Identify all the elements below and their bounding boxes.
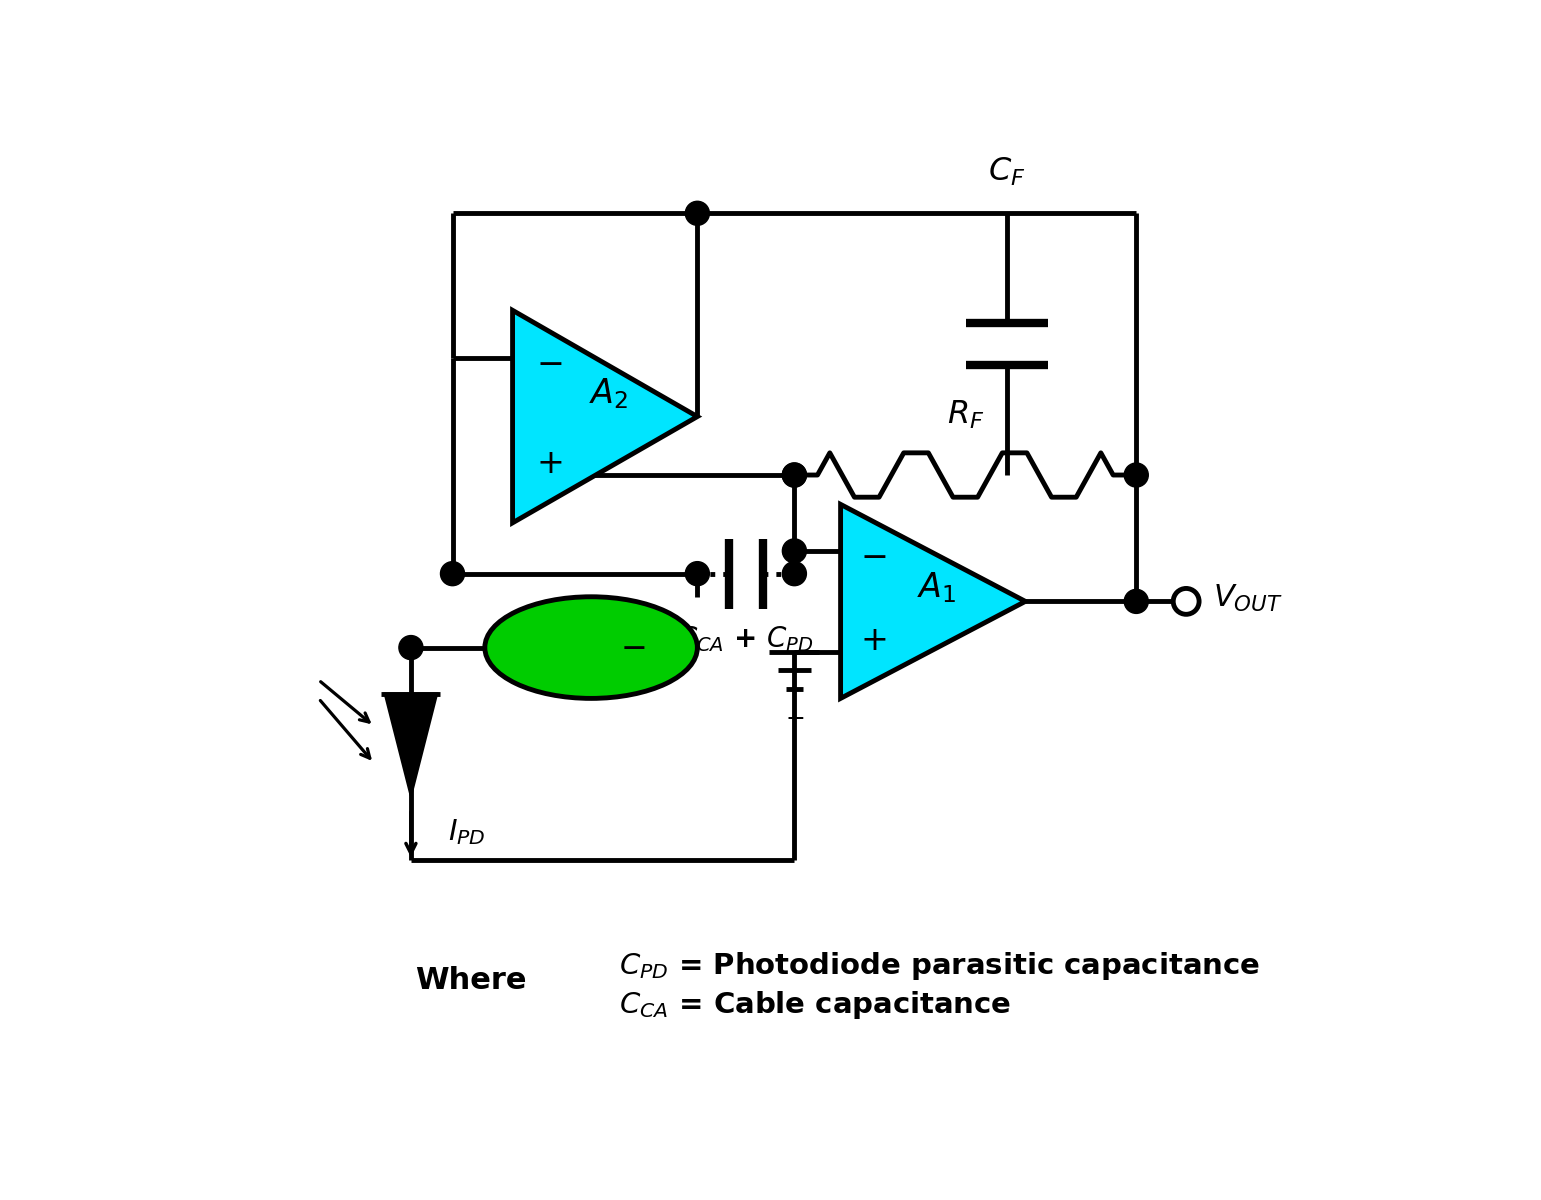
Text: Where: Where xyxy=(416,966,527,995)
Circle shape xyxy=(1173,588,1199,614)
Polygon shape xyxy=(385,694,436,796)
Circle shape xyxy=(783,463,806,487)
Text: $-$: $-$ xyxy=(860,539,886,572)
Circle shape xyxy=(783,539,806,563)
Text: $+$: $+$ xyxy=(536,448,562,480)
Circle shape xyxy=(783,463,806,487)
Circle shape xyxy=(686,562,709,586)
Text: $R_F$: $R_F$ xyxy=(946,398,985,431)
Text: $I_{PD}$: $I_{PD}$ xyxy=(448,817,485,847)
Circle shape xyxy=(1125,463,1148,487)
Text: $C_{CA}$ = Cable capacitance: $C_{CA}$ = Cable capacitance xyxy=(619,989,1011,1021)
Text: $-$: $-$ xyxy=(619,632,646,664)
Text: $C_{CA}$ + $C_{PD}$: $C_{CA}$ + $C_{PD}$ xyxy=(678,624,814,654)
Text: $A_2$: $A_2$ xyxy=(589,376,629,410)
Circle shape xyxy=(783,562,806,586)
Polygon shape xyxy=(513,311,698,523)
Circle shape xyxy=(399,636,422,660)
Text: $C_{PD}$ = Photodiode parasitic capacitance: $C_{PD}$ = Photodiode parasitic capacita… xyxy=(619,950,1261,983)
Circle shape xyxy=(1125,589,1148,613)
Polygon shape xyxy=(840,504,1025,698)
Ellipse shape xyxy=(485,596,698,698)
Text: $-$: $-$ xyxy=(784,706,804,730)
Text: $C_F$: $C_F$ xyxy=(988,156,1026,188)
Text: $V_{OUT}$: $V_{OUT}$ xyxy=(1213,583,1282,614)
Text: $A_1$: $A_1$ xyxy=(917,570,957,605)
Text: $-$: $-$ xyxy=(536,347,562,379)
Text: $+$: $+$ xyxy=(860,624,886,658)
Circle shape xyxy=(441,562,464,586)
Circle shape xyxy=(686,202,709,226)
